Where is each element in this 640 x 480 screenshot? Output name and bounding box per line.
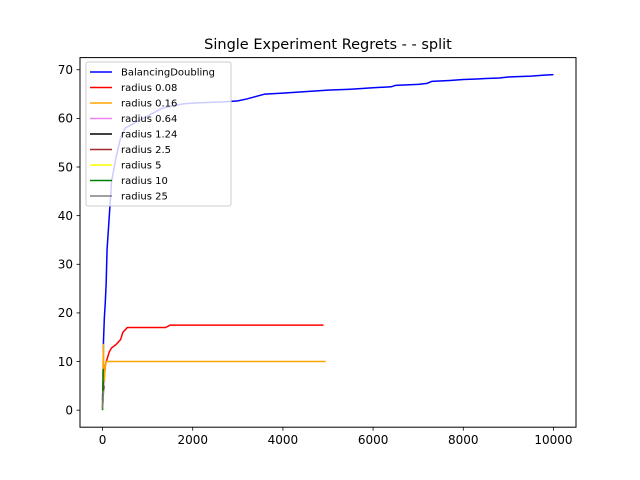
x-tick-label: 4000 (268, 433, 299, 447)
y-axis: 0 10 20 30 40 50 60 70 (58, 63, 80, 417)
y-tick-label: 10 (58, 355, 73, 369)
series-line-8 (101, 390, 105, 409)
y-tick-label: 20 (58, 306, 73, 320)
legend-box (85, 61, 232, 207)
legend-label-1: radius 0.08 (121, 83, 177, 94)
series-line-1 (101, 324, 324, 396)
x-tick-label: 6000 (358, 433, 389, 447)
legend-label-5: radius 2.5 (121, 145, 171, 156)
y-tick-label: 0 (65, 403, 73, 417)
legend-label-8: radius 25 (121, 192, 168, 203)
legend-label-4: radius 1.24 (121, 130, 177, 141)
y-tick-label: 60 (58, 112, 73, 126)
legend-label-6: radius 5 (121, 161, 161, 172)
plot-frame (79, 57, 577, 428)
y-tick-label: 70 (58, 63, 73, 77)
x-tick-label: 2000 (177, 433, 208, 447)
series-line-2 (101, 343, 326, 406)
plot-lines (101, 73, 554, 411)
legend-label-2: radius 0.16 (121, 99, 177, 110)
series-line-0 (101, 73, 554, 401)
x-tick-label: 8000 (448, 433, 479, 447)
y-tick-label: 40 (58, 209, 73, 223)
chart-title: Single Experiment Regrets - - split (204, 37, 452, 53)
x-axis: 0 2000 4000 6000 8000 10000 (99, 427, 573, 447)
legend-label-3: radius 0.64 (121, 114, 177, 125)
y-tick-label: 50 (58, 160, 73, 174)
x-tick-label: 10000 (534, 433, 572, 447)
y-tick-label: 30 (58, 258, 73, 272)
legend-label-7: radius 10 (121, 176, 168, 187)
legend-label-0: BalancingDoubling (121, 68, 215, 79)
legend: BalancingDoubling radius 0.08 radius 0.16 r… (85, 61, 232, 207)
x-tick-label: 0 (99, 433, 107, 447)
